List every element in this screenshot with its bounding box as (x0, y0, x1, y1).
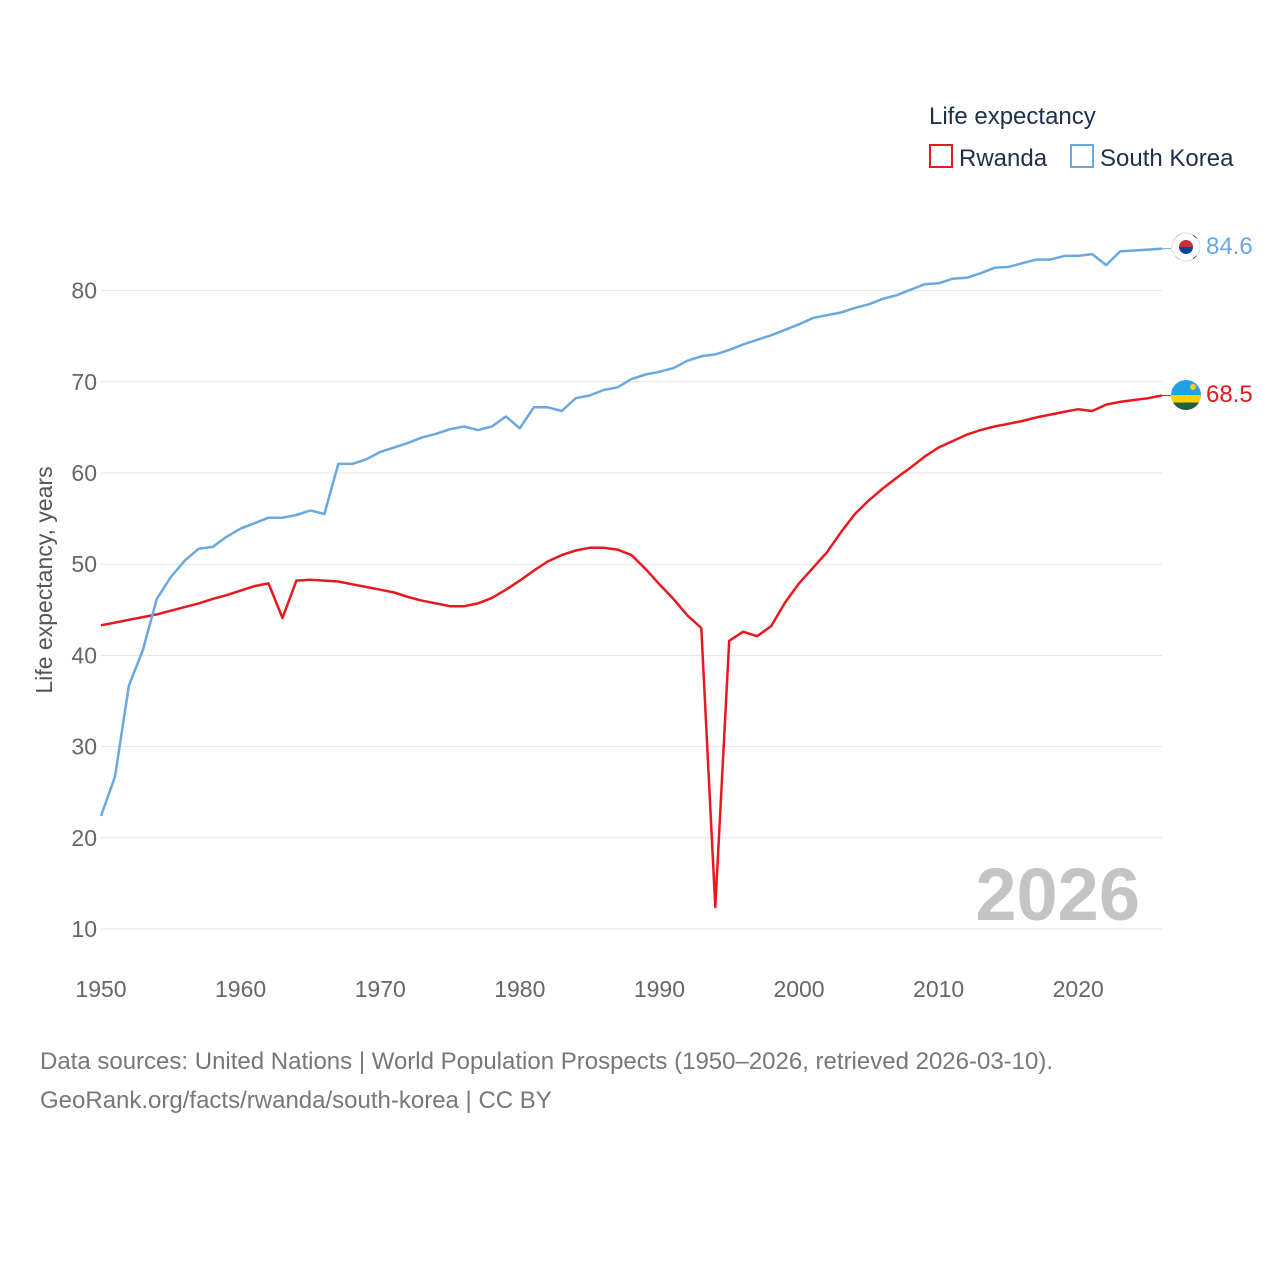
x-tick-label: 2020 (1053, 976, 1104, 1002)
x-tick-label: 1960 (215, 976, 266, 1002)
y-axis-label: Life expectancy, years (31, 466, 57, 693)
rwanda-flag-icon (1171, 380, 1201, 410)
legend-swatch-rwanda (929, 144, 953, 168)
legend-title: Life expectancy (929, 103, 1096, 130)
y-tick-label: 40 (71, 642, 97, 668)
legend-label-south-korea: South Korea (1100, 145, 1234, 172)
x-tick-label: 1970 (355, 976, 406, 1002)
legend: Life expectancy Rwanda South Korea (929, 103, 1234, 172)
y-tick-label: 10 (71, 916, 97, 942)
series-line-south-korea (99, 247, 1163, 817)
y-tick-label: 80 (71, 278, 97, 304)
y-tick-label: 60 (71, 460, 97, 486)
x-tick-label: 1980 (494, 976, 545, 1002)
x-tick-label: 2010 (913, 976, 964, 1002)
source-link: GeoRank.org/facts/rwanda/south-korea | C… (40, 1087, 552, 1114)
x-tick-label: 2000 (773, 976, 824, 1002)
y-tick-label: 30 (71, 734, 97, 760)
x-axis: 1950 1960 1970 1980 1990 2000 2010 2020 (75, 976, 1103, 1002)
y-tick-label: 20 (71, 825, 97, 851)
life-expectancy-chart: 10 20 30 40 50 60 70 80 1950 1960 1970 1980 1990 200… (31, 103, 1253, 1002)
x-tick-label: 1990 (634, 976, 685, 1002)
end-value-south-korea: 84.6 (1206, 233, 1253, 260)
legend-label-rwanda: Rwanda (959, 145, 1048, 172)
year-watermark: 2026 (975, 853, 1140, 936)
y-tick-label: 50 (71, 551, 97, 577)
south-korea-flag-icon (1171, 232, 1201, 262)
y-tick-label: 70 (71, 369, 97, 395)
grid (101, 290, 1162, 930)
series-lines (99, 247, 1171, 909)
x-tick-label: 1950 (75, 976, 126, 1002)
source-credit: Data sources: United Nations | World Pop… (40, 1048, 1054, 1075)
y-axis: 10 20 30 40 50 60 70 80 (71, 278, 97, 942)
series-line-rwanda (100, 394, 1163, 909)
legend-swatch-south-korea (1070, 144, 1094, 168)
footer: Data sources: United Nations | World Pop… (40, 1042, 1053, 1120)
end-value-rwanda: 68.5 (1206, 381, 1253, 408)
